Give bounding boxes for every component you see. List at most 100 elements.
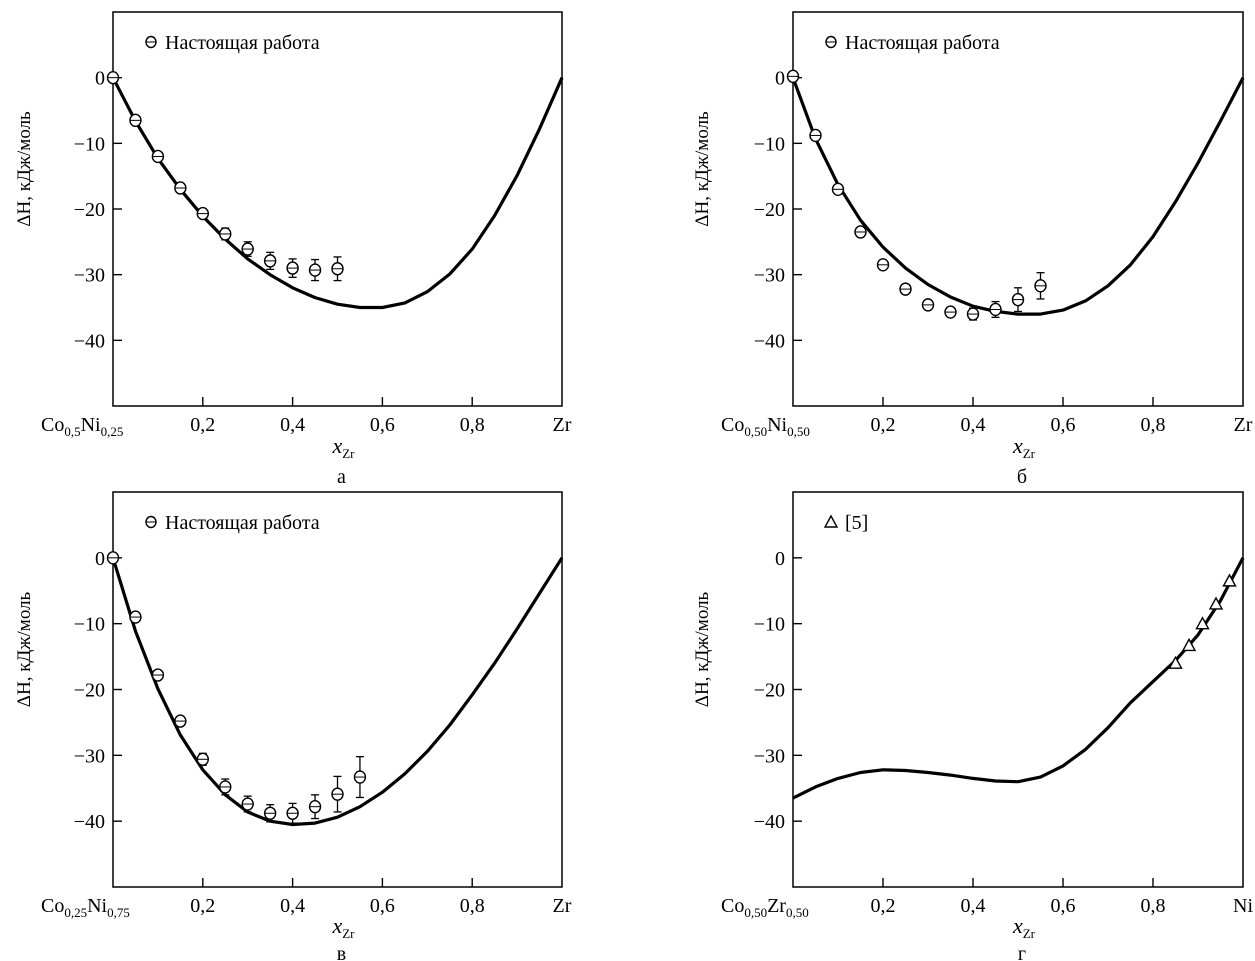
panel-b: 0−10−20−30−400,2 0,4 0,6 0,8 ZrCo0,50Ni0,50x… bbox=[692, 11, 1253, 488]
composition-subscript: 0,5 bbox=[64, 424, 80, 439]
y-tick-label: −20 bbox=[74, 680, 105, 702]
y-tick-label: −30 bbox=[754, 745, 785, 767]
x-tick-label: 0,4 bbox=[961, 414, 986, 436]
panel-letter: в bbox=[337, 943, 346, 961]
x-tick-label: Zr bbox=[553, 895, 572, 917]
composition-subscript: 0,50 bbox=[787, 424, 810, 439]
x-axis-label-subscript: Zr bbox=[342, 926, 355, 941]
data-point-triangle bbox=[1208, 596, 1224, 610]
legend-marker-triangle bbox=[823, 514, 839, 528]
x-start-composition-label: Co0,50Zr0,50 bbox=[721, 895, 809, 920]
data-point-triangle bbox=[1222, 573, 1237, 587]
x-start-composition-label: Co0,5Ni0,25 bbox=[41, 414, 123, 439]
y-axis-label: ΔH, кДж/моль bbox=[14, 111, 35, 227]
data-point-triangle bbox=[1168, 655, 1183, 669]
plot-frame bbox=[112, 11, 563, 407]
x-tick-label: 0,4 bbox=[280, 414, 305, 436]
plot-frame bbox=[112, 491, 563, 888]
x-axis-label-subscript: Zr bbox=[342, 446, 355, 461]
x-tick-label: 0,8 bbox=[460, 414, 485, 436]
composition-subscript: 0,75 bbox=[107, 905, 130, 920]
plot-frame bbox=[792, 11, 1244, 407]
y-tick-label: 0 bbox=[95, 548, 105, 570]
panel-g: 0−10−20−30−400,2 0,4 0,6 0,8 NiCo0,50Zr0,50x… bbox=[692, 491, 1253, 961]
composition-subscript: 0,50 bbox=[744, 905, 767, 920]
x-axis-label: xZr bbox=[1012, 433, 1036, 461]
x-axis-label-main: x bbox=[1012, 433, 1023, 458]
y-tick-label: −10 bbox=[754, 133, 785, 155]
model-curve bbox=[111, 76, 564, 310]
data-point-triangle bbox=[1195, 616, 1210, 630]
composition-element: Ni bbox=[81, 414, 101, 436]
x-axis-label: xZr bbox=[331, 433, 355, 461]
model-curve bbox=[792, 557, 1245, 800]
x-tick-label: Zr bbox=[1234, 414, 1253, 436]
y-tick-label: −40 bbox=[754, 811, 785, 833]
y-axis-label: ΔH, кДж/моль bbox=[692, 111, 713, 227]
composition-element: Ni bbox=[767, 414, 787, 436]
x-tick-label: 0,4 bbox=[961, 895, 986, 917]
x-start-composition-label: Co0,25Ni0,75 bbox=[41, 895, 130, 920]
y-tick-label: −10 bbox=[74, 614, 105, 636]
panel-a: 0−10−20−30−400,2 0,4 0,6 0,8 ZrCo0,5Ni0,25xZ… bbox=[14, 11, 572, 488]
composition-element: Co bbox=[41, 414, 64, 436]
x-axis-label-main: x bbox=[331, 433, 342, 458]
y-axis-label: ΔH, кДж/моль bbox=[692, 591, 713, 707]
x-axis-label-subscript: Zr bbox=[1023, 926, 1036, 941]
y-tick-label: 0 bbox=[95, 68, 105, 90]
composition-subscript: 0,50 bbox=[744, 424, 767, 439]
legend-label: Настоящая работа bbox=[165, 512, 320, 534]
x-tick-label: 0,2 bbox=[190, 895, 215, 917]
x-axis-label-main: x bbox=[1012, 913, 1023, 938]
y-tick-label: −40 bbox=[74, 330, 105, 352]
x-axis-label-subscript: Zr bbox=[1023, 446, 1036, 461]
model-curve bbox=[791, 76, 1245, 316]
x-tick-label: 0,2 bbox=[190, 414, 215, 436]
composition-element: Co bbox=[721, 414, 744, 436]
composition-subscript: 0,25 bbox=[101, 424, 124, 439]
y-tick-label: 0 bbox=[775, 548, 785, 570]
composition-element: Ni bbox=[87, 895, 107, 917]
y-tick-label: −10 bbox=[74, 133, 105, 155]
panel-letter: г bbox=[1018, 943, 1026, 961]
plot-frame bbox=[792, 491, 1244, 888]
x-tick-label: 0,6 bbox=[1051, 895, 1076, 917]
x-start-composition-label: Co0,50Ni0,50 bbox=[721, 414, 810, 439]
panel-letter: а bbox=[337, 466, 346, 488]
x-tick-label: 0,8 bbox=[1141, 414, 1166, 436]
y-tick-label: −20 bbox=[754, 199, 785, 221]
y-tick-label: −40 bbox=[74, 811, 105, 833]
x-tick-label: 0,8 bbox=[460, 895, 485, 917]
legend-label: Настоящая работа bbox=[845, 32, 1000, 54]
y-tick-label: −10 bbox=[754, 614, 785, 636]
y-tick-label: −20 bbox=[74, 199, 105, 221]
x-tick-label: 0,4 bbox=[280, 895, 305, 917]
panel-letter: б bbox=[1017, 466, 1027, 488]
y-tick-label: 0 bbox=[775, 68, 785, 90]
y-tick-label: −30 bbox=[754, 265, 785, 287]
x-tick-label: 0,2 bbox=[871, 895, 896, 917]
composition-element: Co bbox=[721, 895, 744, 917]
y-axis-label: ΔH, кДж/моль bbox=[14, 591, 35, 707]
y-tick-label: −30 bbox=[74, 745, 105, 767]
x-tick-label: 0,6 bbox=[1051, 414, 1076, 436]
x-tick-label: Zr bbox=[553, 414, 572, 436]
composition-element: Co bbox=[41, 895, 64, 917]
composition-element: Zr bbox=[767, 895, 786, 917]
model-curve bbox=[111, 556, 564, 827]
composition-subscript: 0,50 bbox=[786, 905, 809, 920]
legend-label: Настоящая работа bbox=[165, 32, 320, 54]
y-tick-label: −30 bbox=[74, 265, 105, 287]
x-tick-label: 0,6 bbox=[370, 895, 395, 917]
x-tick-label: 0,8 bbox=[1141, 895, 1166, 917]
legend-label: [5] bbox=[845, 512, 868, 534]
x-axis-label-main: x bbox=[331, 913, 342, 938]
x-tick-label: 0,2 bbox=[871, 414, 896, 436]
x-axis-label: xZr bbox=[1012, 913, 1036, 941]
data-point-triangle bbox=[1181, 637, 1197, 652]
y-tick-label: −20 bbox=[754, 680, 785, 702]
composition-subscript: 0,25 bbox=[64, 905, 87, 920]
x-axis-label: xZr bbox=[331, 913, 355, 941]
x-tick-label: 0,6 bbox=[370, 414, 395, 436]
